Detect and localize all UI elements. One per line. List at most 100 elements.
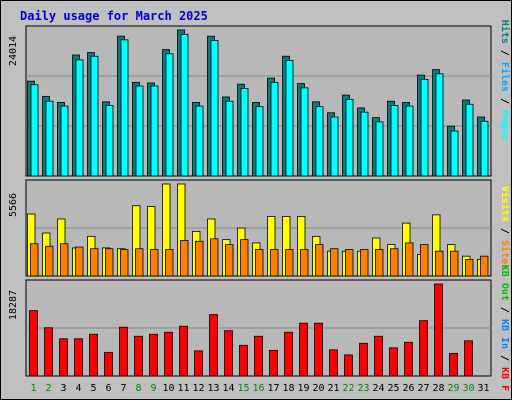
x-tick-label: 19	[297, 383, 309, 394]
legend-kbytes-part: /	[499, 349, 510, 367]
pages-bar	[390, 105, 399, 177]
sites-bar	[45, 245, 54, 277]
sites-bar	[90, 248, 99, 277]
kb-f-bar	[329, 349, 338, 377]
x-tick-label: 7	[120, 383, 126, 394]
pages-bar	[360, 111, 369, 177]
sites-bar	[150, 249, 159, 277]
pages-bar	[270, 81, 279, 177]
kb-f-bar	[254, 335, 263, 377]
legend-visits-sites: Visits / Sites	[499, 186, 511, 270]
legend-kbytes-part: KB Out	[499, 265, 510, 301]
pages-bar	[405, 105, 414, 177]
x-tick-label: 15	[237, 383, 249, 394]
pages-bar	[480, 120, 489, 177]
pages-bar	[345, 98, 354, 177]
sites-bar	[300, 249, 309, 277]
x-tick-label: 14	[222, 383, 234, 394]
kb-f-bar	[359, 342, 368, 377]
pages-bar	[330, 116, 339, 177]
legend-hits-files-pages: Hits / Files / Pages	[499, 20, 511, 140]
kb-f-bar	[299, 322, 308, 377]
kb-f-bar	[44, 327, 53, 377]
pages-bar	[210, 40, 219, 177]
sites-bar	[390, 248, 399, 277]
x-tick-label: 5	[90, 383, 96, 394]
x-tick-label: 4	[75, 383, 81, 394]
sites-bar	[255, 249, 264, 277]
x-tick-label: 26	[402, 383, 414, 394]
kb-f-bar	[89, 333, 98, 377]
legend-kbytes: KB Out / KB In / KB F	[499, 265, 510, 391]
legend-hits-files-pages-part: Files	[499, 62, 511, 92]
panel-2-max-label: 5566	[8, 193, 19, 217]
pages-bar	[375, 121, 384, 177]
pages-bar	[285, 60, 294, 177]
x-tick-label: 16	[252, 383, 264, 394]
kb-f-bar	[284, 331, 293, 377]
legend-hits-files-pages-part: /	[499, 92, 510, 110]
chart-title: Daily usage for March 2025	[20, 9, 208, 23]
sites-bar	[30, 243, 39, 277]
x-tick-label: 29	[447, 383, 459, 394]
pages-bar	[195, 105, 204, 177]
pages-bar	[60, 105, 69, 177]
sites-bar	[360, 249, 369, 277]
kb-f-bar	[149, 333, 158, 377]
kb-f-bar	[59, 338, 68, 377]
pages-bar	[450, 130, 459, 177]
kb-f-bar	[224, 330, 233, 377]
pages-bar	[75, 59, 84, 177]
x-tick-label: 8	[135, 383, 141, 394]
sites-bar	[210, 238, 219, 277]
x-tick-label: 22	[342, 383, 354, 394]
sites-bar	[180, 240, 189, 277]
sites-bar	[195, 240, 204, 277]
sites-bar	[315, 244, 324, 277]
x-tick-label: 1	[30, 383, 36, 394]
legend-hits-files-pages-part: Pages	[499, 110, 510, 140]
kb-f-bar	[119, 326, 128, 377]
pages-bar	[315, 106, 324, 177]
legend-kbytes-part: KB In	[499, 319, 510, 349]
kb-f-bar	[419, 320, 428, 377]
x-tick-label: 17	[267, 383, 279, 394]
sites-bar	[450, 250, 459, 277]
kb-f-bar	[344, 354, 353, 377]
pages-bar	[435, 73, 444, 177]
x-tick-label: 24	[372, 383, 384, 394]
kb-f-bar	[314, 322, 323, 377]
sites-bar	[285, 249, 294, 277]
x-tick-label: 27	[417, 383, 429, 394]
sites-bar	[420, 244, 429, 277]
sites-bar	[330, 248, 339, 277]
sites-bar	[270, 249, 279, 277]
pages-bar	[30, 84, 39, 177]
x-tick-label: 21	[327, 383, 339, 394]
kb-f-bar	[164, 331, 173, 377]
x-tick-label: 20	[312, 383, 324, 394]
kb-f-bar	[404, 341, 413, 377]
panel-1-max-label: 24014	[8, 36, 19, 66]
panel-3-max-label: 18287	[8, 290, 19, 320]
x-tick-label: 2	[45, 383, 51, 394]
x-tick-label: 12	[192, 383, 204, 394]
kb-f-bar	[104, 351, 113, 377]
kb-f-bar	[434, 283, 443, 377]
sites-bar	[435, 250, 444, 277]
x-tick-label: 6	[105, 383, 111, 394]
sites-bar	[375, 249, 384, 277]
x-tick-label: 13	[207, 383, 219, 394]
pages-bar	[120, 39, 129, 177]
sites-bar	[405, 242, 414, 277]
sites-bar	[225, 244, 234, 277]
sites-bar	[120, 249, 129, 277]
sites-bar	[75, 246, 84, 277]
pages-bar	[105, 105, 114, 177]
legend-hits-files-pages-part: /	[499, 44, 510, 62]
kb-f-bar	[74, 338, 83, 377]
sites-bar	[465, 259, 474, 277]
pages-bar	[180, 33, 189, 177]
pages-bar	[225, 100, 234, 177]
